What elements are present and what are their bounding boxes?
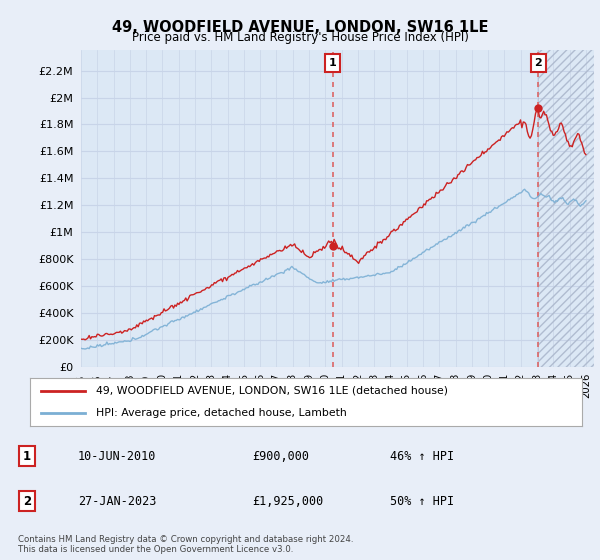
Text: 50% ↑ HPI: 50% ↑ HPI xyxy=(390,494,454,508)
Text: £900,000: £900,000 xyxy=(252,450,309,463)
Text: 46% ↑ HPI: 46% ↑ HPI xyxy=(390,450,454,463)
Text: Price paid vs. HM Land Registry's House Price Index (HPI): Price paid vs. HM Land Registry's House … xyxy=(131,31,469,44)
Text: 49, WOODFIELD AVENUE, LONDON, SW16 1LE: 49, WOODFIELD AVENUE, LONDON, SW16 1LE xyxy=(112,20,488,35)
Text: 2: 2 xyxy=(23,494,31,508)
Text: 10-JUN-2010: 10-JUN-2010 xyxy=(78,450,157,463)
Text: 49, WOODFIELD AVENUE, LONDON, SW16 1LE (detached house): 49, WOODFIELD AVENUE, LONDON, SW16 1LE (… xyxy=(96,386,448,396)
Text: 1: 1 xyxy=(329,58,337,68)
Bar xyxy=(538,24,600,367)
Text: 27-JAN-2023: 27-JAN-2023 xyxy=(78,494,157,508)
Bar xyxy=(538,50,600,367)
Text: 1: 1 xyxy=(23,450,31,463)
Text: 2: 2 xyxy=(535,58,542,68)
Text: £1,925,000: £1,925,000 xyxy=(252,494,323,508)
Text: HPI: Average price, detached house, Lambeth: HPI: Average price, detached house, Lamb… xyxy=(96,408,347,418)
Text: Contains HM Land Registry data © Crown copyright and database right 2024.
This d: Contains HM Land Registry data © Crown c… xyxy=(18,535,353,554)
